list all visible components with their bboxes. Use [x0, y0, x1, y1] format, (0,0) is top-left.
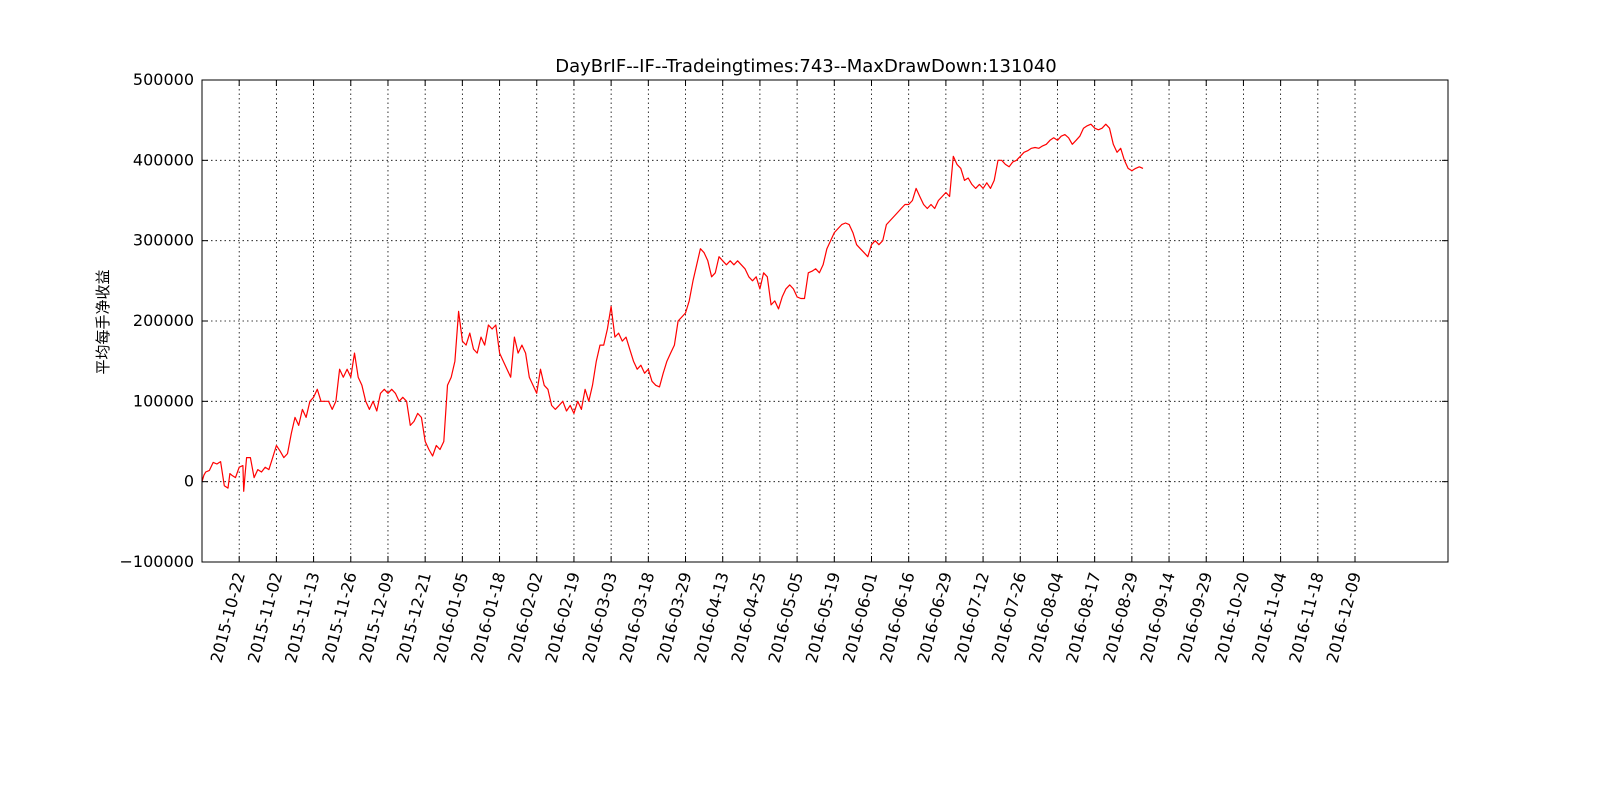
y-tick-label: 100000: [133, 391, 194, 410]
y-axis: −100000 0 100000 200000 300000 400000 500000: [120, 70, 1448, 571]
series-line: [201, 123, 1144, 492]
y-tick-label: 0: [184, 472, 194, 491]
chart-title: DayBrIF--IF--Tradeingtimes:743--MaxDrawD…: [555, 56, 1057, 77]
y-axis-label: 平均每手净收益: [94, 269, 112, 374]
y-tick-label: 200000: [133, 311, 194, 330]
y-tick-label: 400000: [133, 150, 194, 169]
grid-lines: [202, 80, 1448, 562]
y-tick-label: −100000: [120, 552, 194, 571]
y-tick-label: 300000: [133, 231, 194, 250]
y-tick-label: 500000: [133, 70, 194, 89]
series-layer: [201, 123, 1144, 492]
